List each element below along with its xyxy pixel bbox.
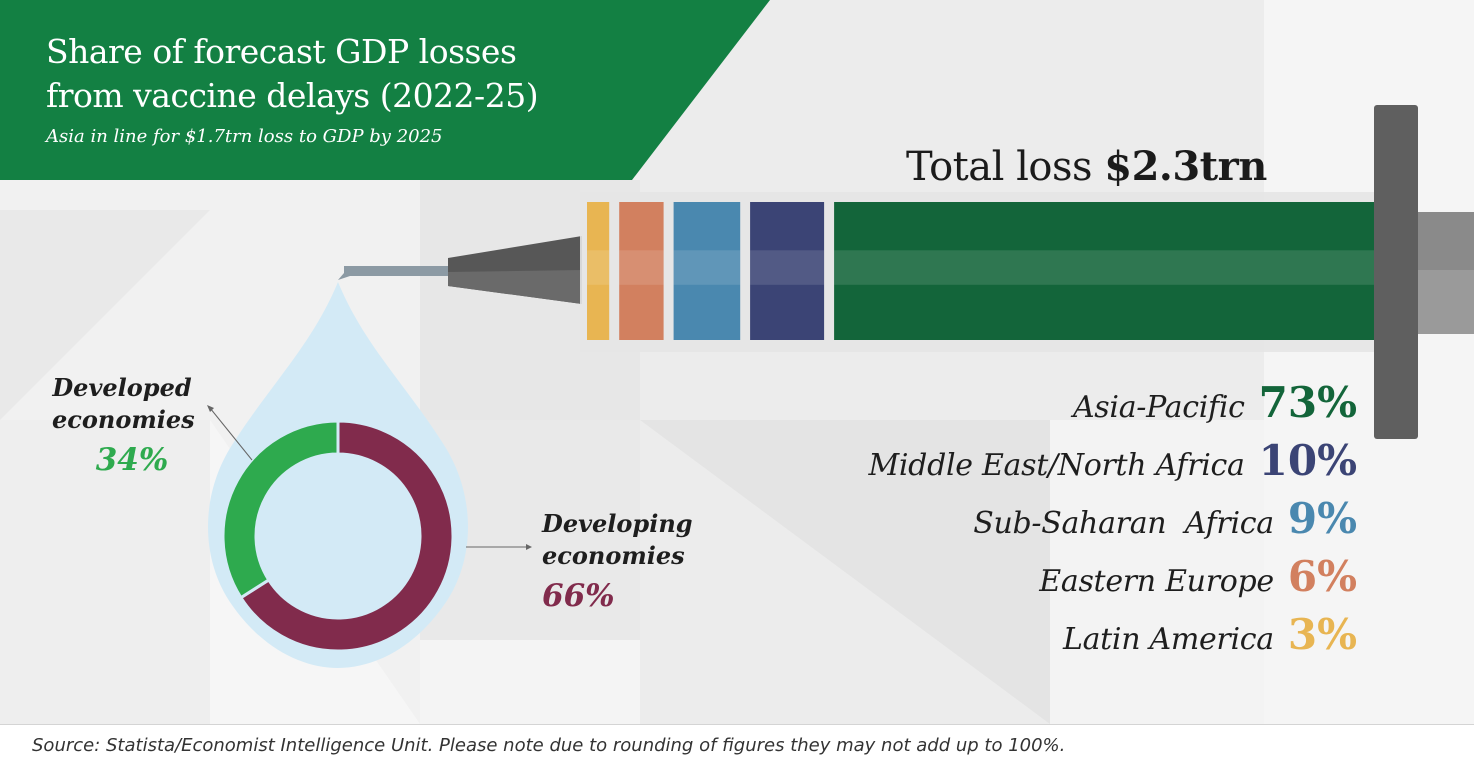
bar-highlight xyxy=(619,250,664,285)
bar-asia-pacific xyxy=(834,202,1374,340)
total-loss-value: $2.3trn xyxy=(1104,143,1267,190)
syringe-bands xyxy=(587,202,1374,340)
syringe-needle xyxy=(344,266,452,276)
bar-sub-saharan-africa xyxy=(673,202,741,340)
donut-chart xyxy=(221,419,455,653)
bar-latin-america xyxy=(587,202,610,340)
region-name: Asia-Pacific xyxy=(1072,390,1245,425)
region-pct: 10% xyxy=(1258,436,1357,485)
region-row-eastern-europe: Eastern Europe 6% xyxy=(868,552,1357,610)
region-pct: 3% xyxy=(1287,610,1357,659)
developed-pct: 34% xyxy=(95,442,169,478)
bar-middle-east-north-africa xyxy=(750,202,825,340)
region-pct: 9% xyxy=(1287,494,1357,543)
donut-slice-developed xyxy=(221,419,340,600)
developing-label-line1: Developing xyxy=(542,509,693,538)
region-name: Latin America xyxy=(1062,622,1274,657)
bar-highlight xyxy=(834,250,1374,285)
chart-graphic xyxy=(207,105,1474,668)
total-loss-prefix: Total loss xyxy=(906,144,1105,190)
region-row-latin-america: Latin America 3% xyxy=(868,610,1357,668)
chart-title: Share of forecast GDP losses from vaccin… xyxy=(46,32,539,115)
needle-tip xyxy=(338,266,350,280)
donut-hole xyxy=(257,455,419,617)
developed-label-line1: Developed xyxy=(52,373,192,402)
source-note: Source: Statista/Economist Intelligence … xyxy=(32,735,1066,756)
developed-label-line2: economies xyxy=(52,405,195,434)
region-row-asia: Asia-Pacific 73% xyxy=(868,378,1357,436)
region-name: Middle East/North Africa xyxy=(868,448,1245,483)
developed-label: Developed economies 34% xyxy=(52,372,195,478)
footer: Source: Statista/Economist Intelligence … xyxy=(0,724,1474,769)
region-row-ssa: Sub-Saharan Africa 9% xyxy=(868,494,1357,552)
syringe-plunger-flange xyxy=(1374,105,1418,439)
chart-subtitle: Asia in line for $1.7trn loss to GDP by … xyxy=(46,126,443,147)
bar-highlight xyxy=(750,250,825,285)
region-row-mena: Middle East/North Africa 10% xyxy=(868,436,1357,494)
region-pct: 73% xyxy=(1258,378,1357,427)
region-pct: 6% xyxy=(1287,552,1357,601)
developing-pct: 66% xyxy=(542,578,615,614)
title-banner xyxy=(0,0,770,180)
region-name: Sub-Saharan Africa xyxy=(973,506,1274,541)
region-list: Asia-Pacific 73% Middle East/North Afric… xyxy=(868,378,1357,668)
developed-leader-line xyxy=(209,407,253,461)
region-name: Eastern Europe xyxy=(1039,564,1274,599)
bar-highlight xyxy=(673,250,741,285)
total-loss: Total loss $2.3trn xyxy=(906,143,1267,190)
developing-label-line2: economies xyxy=(542,541,685,570)
bar-highlight xyxy=(587,250,610,285)
developing-label: Developing economies 66% xyxy=(542,508,693,612)
bar-eastern-europe xyxy=(619,202,664,340)
donut-slice-developing xyxy=(238,419,455,653)
background-pattern xyxy=(640,420,1050,724)
